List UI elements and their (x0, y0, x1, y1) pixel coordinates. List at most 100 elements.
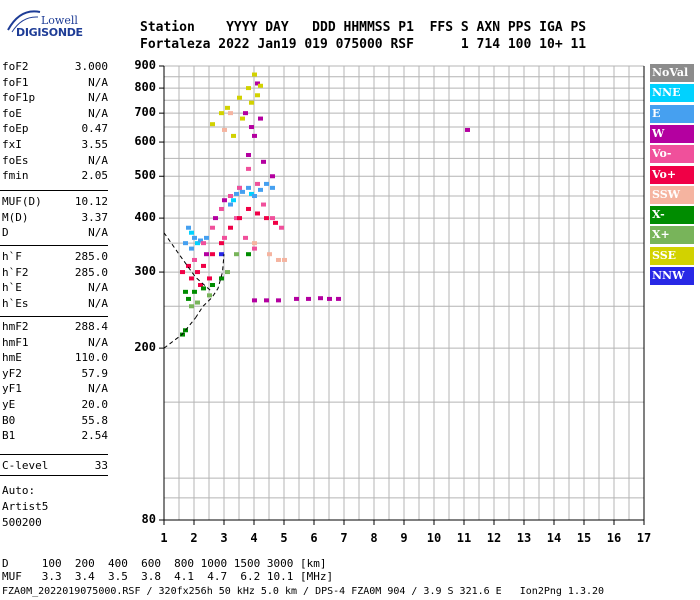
data-point-w (276, 298, 281, 303)
param-name: hmE (2, 351, 22, 365)
x-tick-label: 12 (486, 531, 502, 545)
param-row: h`E N/A (2, 281, 108, 295)
x-tick-label: 15 (576, 531, 592, 545)
data-point-e (198, 238, 203, 243)
data-point-vo (237, 185, 242, 190)
data-point-ssw (276, 257, 281, 262)
data-point-ssw (267, 252, 272, 257)
param-row: foF2 3.000 (2, 60, 108, 74)
data-point-vo (279, 225, 284, 230)
param-value: 3.37 (81, 210, 109, 224)
y-tick-label: 400 (134, 210, 156, 225)
x-tick-label: 6 (310, 531, 318, 545)
data-point-vo (192, 257, 197, 262)
param-row: hmF1 N/A (2, 336, 108, 350)
legend-item-x: X+ (650, 226, 694, 245)
legend-item-ssw: SSW (650, 185, 694, 204)
data-point-vo (261, 202, 266, 207)
param-value: N/A (88, 106, 108, 120)
data-point-w (294, 296, 299, 301)
data-point-vo (246, 206, 251, 211)
data-point-sse (252, 72, 257, 77)
y-tick-label: 300 (134, 264, 156, 279)
param-name: MUF(D) (2, 195, 42, 208)
param-name: B0 (2, 413, 16, 427)
data-point-e (189, 246, 194, 251)
x-tick-label: 16 (606, 531, 622, 545)
data-point-x (201, 286, 206, 291)
param-row: hmF2 288.4 (2, 320, 108, 334)
data-point-vo (195, 270, 200, 275)
clevel-name: C-level (2, 459, 49, 472)
param-value: 55.8 (81, 413, 109, 427)
data-point-vo (201, 263, 206, 268)
param-name: foF1p (2, 91, 36, 105)
y-tick-label: 900 (134, 58, 156, 72)
y-tick-label: 80 (141, 512, 156, 526)
data-point-w (249, 125, 254, 130)
logo-swoosh-icon (7, 10, 41, 33)
data-point-vo (207, 276, 212, 281)
data-point-e (240, 189, 245, 194)
data-point-w (465, 127, 470, 132)
param-value: N/A (88, 335, 108, 349)
data-point-e (204, 235, 209, 240)
param-row: yF2 57.9 (2, 367, 108, 381)
param-value: 20.0 (81, 398, 109, 411)
lower-profile-curve (163, 317, 196, 349)
x-tick-label: 8 (370, 531, 378, 545)
param-row: foF1 N/A (2, 76, 108, 90)
legend-item-nne: NNE (650, 84, 694, 103)
oblique-profile-curve (163, 232, 213, 293)
clevel-value: 33 (94, 459, 108, 472)
param-value: N/A (88, 382, 108, 396)
data-point-x (219, 276, 224, 281)
panel-divider (0, 316, 108, 317)
legend-item-vo: Vo- (650, 145, 694, 164)
param-name: fmin (2, 169, 29, 183)
x-tick-label: 1 (160, 531, 168, 545)
param-row: hmE 110.0 (2, 351, 108, 365)
data-point-w (264, 298, 269, 303)
param-value: 3.000 (74, 60, 108, 73)
param-row: MUF(D) 10.12 (2, 195, 108, 209)
data-point-vo (201, 241, 206, 246)
data-point-x (207, 293, 212, 298)
data-point-vo (255, 211, 260, 216)
data-point-vo (186, 263, 191, 268)
param-value: 57.9 (81, 366, 109, 380)
data-point-w (213, 216, 218, 221)
data-point-w (246, 152, 251, 157)
data-point-e (228, 202, 233, 207)
data-point-w (252, 298, 257, 303)
param-value: 285.0 (74, 265, 108, 279)
param-row: foE N/A (2, 107, 108, 121)
x-tick-label: 3 (220, 531, 228, 545)
data-point-x (195, 300, 200, 305)
data-point-sse (237, 95, 242, 100)
data-point-sse (258, 83, 263, 88)
data-point-sse (249, 100, 254, 105)
param-row: foF1p N/A (2, 91, 108, 105)
param-row: foEp 0.47 (2, 122, 108, 136)
data-point-sse (255, 93, 260, 98)
param-value: N/A (88, 226, 108, 240)
data-point-vo (222, 235, 227, 240)
data-point-x (192, 289, 197, 294)
data-point-vo (180, 270, 185, 275)
data-point-ssw (282, 257, 287, 262)
data-point-vo (189, 276, 194, 281)
data-point-w (261, 159, 266, 164)
param-row: yE 20.0 (2, 398, 108, 412)
param-name: yF1 (2, 382, 22, 396)
data-point-e (186, 225, 191, 230)
data-point-x (225, 270, 230, 275)
data-point-e (234, 191, 239, 196)
param-name: foF2 (2, 60, 29, 73)
param-name: hmF1 (2, 335, 29, 349)
param-value: N/A (88, 281, 108, 295)
param-name: yE (2, 398, 16, 411)
param-value: 288.4 (74, 320, 108, 333)
header-line-2: Fortaleza 2022 Jan19 019 075000 RSF 1 71… (140, 37, 587, 52)
legend-item-nnw: NNW (650, 267, 694, 285)
